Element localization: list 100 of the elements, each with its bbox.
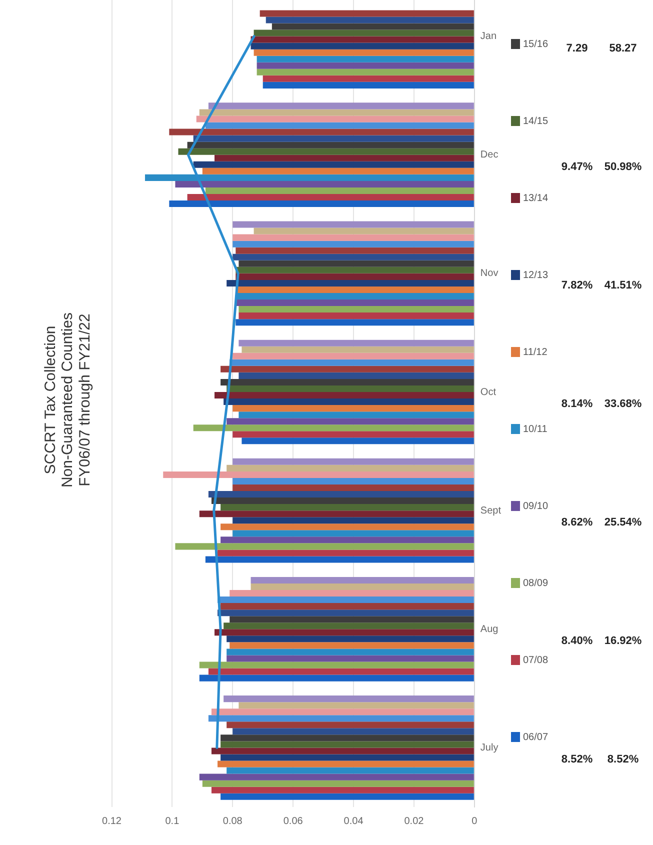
bar <box>226 385 474 392</box>
x-tick-label: 0.12 <box>102 816 122 827</box>
bar <box>175 543 474 550</box>
bar <box>187 142 474 148</box>
bar <box>242 346 474 353</box>
bar <box>256 62 474 69</box>
text: 25.54% <box>604 516 642 529</box>
bar <box>178 148 474 155</box>
bar <box>238 260 474 267</box>
bar <box>205 187 474 194</box>
bar <box>199 510 474 518</box>
bar <box>236 247 474 254</box>
bar <box>254 30 474 36</box>
text: 8.52% <box>607 754 639 766</box>
x-tick-label: 0.06 <box>283 816 304 827</box>
text: 8.62% <box>561 516 593 529</box>
legend-label: 14/15 <box>523 116 548 127</box>
bar <box>272 23 474 30</box>
bar <box>220 734 474 742</box>
bar <box>220 603 474 610</box>
bar <box>230 359 474 366</box>
bar <box>211 708 474 716</box>
bar <box>232 254 474 260</box>
bar <box>169 128 474 136</box>
bar <box>230 616 474 623</box>
bar <box>193 161 474 168</box>
bar <box>250 36 474 43</box>
bar <box>205 122 474 129</box>
text: 7.82% <box>561 279 593 292</box>
bar <box>226 464 474 472</box>
bar <box>238 702 474 709</box>
legend-label: 06/07 <box>523 732 548 743</box>
y-tick-label: Aug <box>480 624 498 635</box>
bar <box>232 484 474 492</box>
bar <box>230 590 474 597</box>
legend-label: 10/11 <box>523 424 548 435</box>
text: 8.14% <box>561 398 593 410</box>
bar <box>224 696 474 702</box>
text: 16.92% <box>604 635 642 648</box>
bar <box>226 767 474 774</box>
bar <box>250 583 474 590</box>
text: 33.68% <box>604 398 642 410</box>
bar <box>236 266 474 274</box>
bar <box>262 75 474 82</box>
bar <box>220 741 474 748</box>
bar <box>205 556 474 563</box>
bar <box>218 596 474 604</box>
bar <box>220 366 474 372</box>
bar <box>232 728 474 735</box>
bar <box>224 398 474 406</box>
bar <box>211 498 474 504</box>
bar <box>226 280 474 286</box>
bar <box>202 780 474 787</box>
bar <box>226 655 474 662</box>
bar <box>226 648 474 656</box>
bar <box>220 524 474 530</box>
bar <box>238 372 474 379</box>
bar <box>218 550 474 556</box>
bar <box>196 116 474 122</box>
text: SCCRT Tax Collection Non-Guaranteed Counties FY06/07 through FY21/22 <box>42 312 94 488</box>
bar <box>232 458 474 465</box>
text: 8.40% <box>561 635 593 648</box>
text: 7.29 <box>566 42 588 54</box>
bar <box>254 228 474 234</box>
y-tick-label: Jan <box>480 31 497 42</box>
x-tick-label: 0.1 <box>165 816 180 827</box>
bar <box>220 793 474 800</box>
bar <box>220 378 474 386</box>
bar <box>218 760 474 768</box>
bar <box>211 748 474 754</box>
text: 9.47% <box>561 160 593 173</box>
bar <box>208 715 474 722</box>
bar <box>232 517 474 524</box>
text: 58.27 <box>609 42 637 54</box>
bar <box>232 234 474 241</box>
x-tick-label: 0.08 <box>222 816 243 827</box>
bar <box>232 431 474 438</box>
legend-label: 09/10 <box>523 500 548 512</box>
bar <box>238 306 474 313</box>
legend-label: 12/13 <box>523 270 548 281</box>
bar <box>220 504 474 511</box>
bar <box>218 610 474 616</box>
y-tick-label: Dec <box>480 150 498 161</box>
bar <box>220 754 474 761</box>
bar <box>199 109 474 116</box>
y-tick-label: July <box>480 742 498 754</box>
bar <box>236 286 474 293</box>
bar <box>214 392 474 399</box>
bar <box>224 622 474 630</box>
bar <box>199 662 474 668</box>
bar <box>256 68 474 76</box>
bar <box>262 82 474 88</box>
bar <box>226 636 474 642</box>
bar <box>202 168 474 174</box>
bar <box>238 412 474 418</box>
legend-label: 07/08 <box>523 654 548 666</box>
bar <box>256 56 474 62</box>
text: 8.52% <box>561 754 593 766</box>
bar <box>187 194 474 201</box>
bar <box>226 418 474 425</box>
